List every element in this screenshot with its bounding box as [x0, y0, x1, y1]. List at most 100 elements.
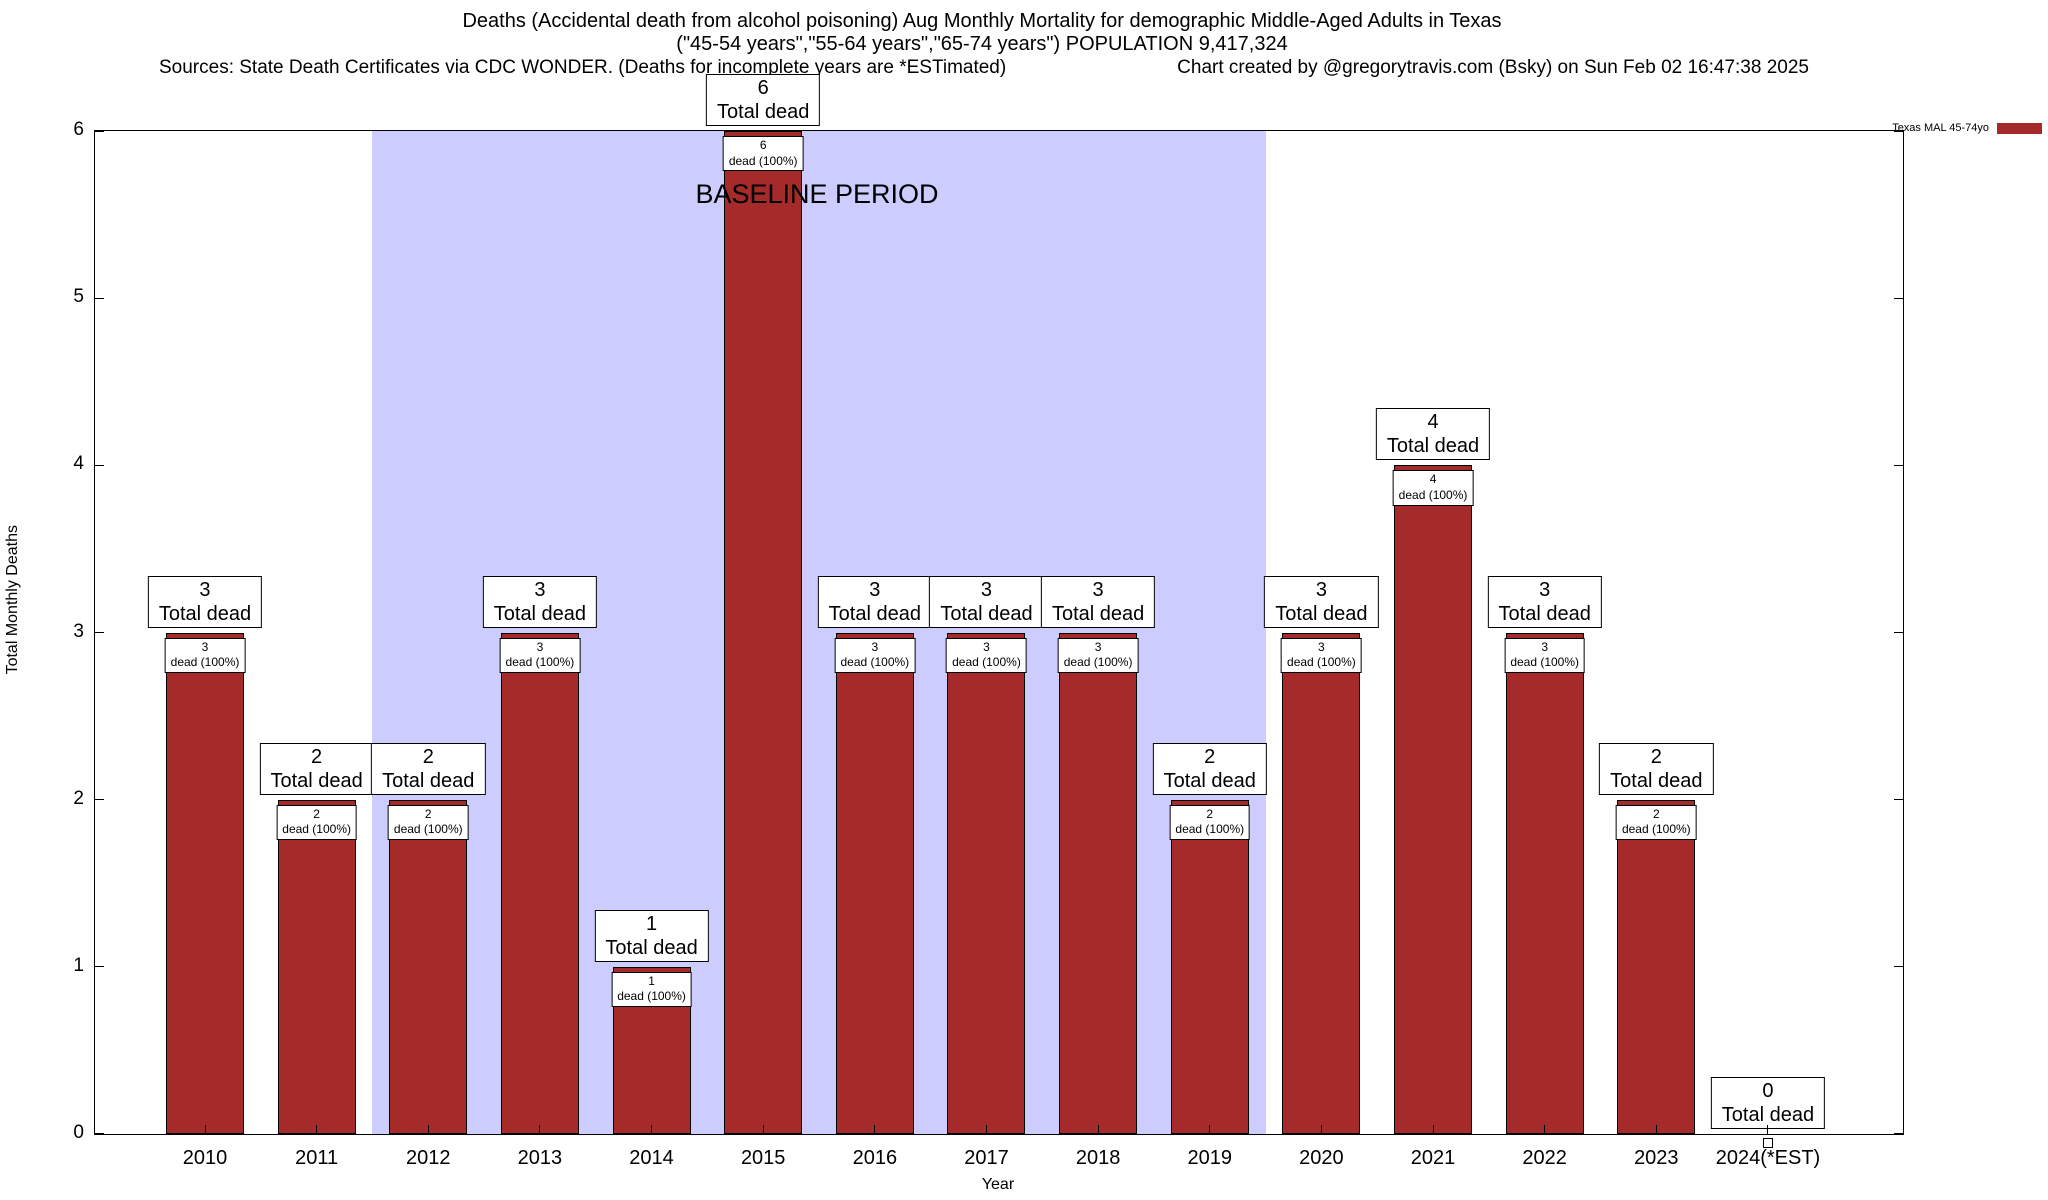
total-dead-value: 2 — [1204, 745, 1216, 768]
x-tick-2023 — [1655, 1125, 1657, 1134]
total-dead-caption: Total dead — [1610, 769, 1703, 792]
total-dead-caption: Total dead — [493, 602, 587, 625]
dead-pct-value: 3 — [983, 639, 990, 654]
bar-2012 — [389, 799, 468, 1134]
total-dead-caption: Total dead — [605, 936, 698, 959]
total-dead-caption: Total dead — [1498, 602, 1591, 625]
total-dead-caption: Total dead — [270, 769, 363, 792]
total-dead-value: 1 — [645, 912, 658, 935]
dead-pct-value: 2 — [313, 806, 320, 821]
total-dead-box-2012: 2 Total dead — [371, 742, 486, 795]
total-dead-value: 3 — [980, 578, 993, 601]
dead-pct-caption: dead (100%) — [282, 822, 351, 837]
dead-pct-value: 6 — [759, 138, 767, 152]
bar-2017 — [947, 632, 1026, 1134]
y-axis-title: Total Monthly Deaths — [4, 525, 21, 675]
x-tick-2022 — [1544, 1125, 1546, 1134]
bar-2020 — [1282, 632, 1361, 1134]
x-tick-label-2024(*EST): 2024(*EST) — [1715, 1147, 1821, 1169]
dead-pct-box-2016: 3 dead (100%) — [834, 637, 916, 673]
dead-pct-caption: dead (100%) — [1510, 655, 1580, 670]
x-tick-2014 — [651, 1125, 653, 1134]
y-tick-label-2: 2 — [73, 787, 84, 809]
dead-pct-value: 3 — [1094, 639, 1102, 654]
y-tick-label-6: 6 — [73, 119, 84, 140]
x-tick-label-2018: 2018 — [1075, 1147, 1121, 1169]
dead-pct-caption: dead (100%) — [952, 655, 1021, 670]
dead-pct-value: 3 — [201, 639, 209, 654]
y-tick-left-0 — [95, 1133, 104, 1134]
y-tick-label-4: 4 — [73, 453, 84, 475]
dead-pct-box-2011: 2 dead (100%) — [276, 804, 357, 840]
dead-pct-box-2010: 3 dead (100%) — [164, 637, 246, 673]
x-tick-label-2023: 2023 — [1634, 1147, 1679, 1169]
dead-pct-value: 4 — [1429, 472, 1437, 487]
y-tick-right-6 — [1894, 131, 1903, 132]
dead-pct-box-2013: 3 dead (100%) — [499, 637, 581, 673]
dead-pct-value: 2 — [424, 806, 432, 821]
total-dead-value: 6 — [757, 77, 769, 99]
total-dead-box-2014: 1 Total dead — [594, 909, 709, 962]
x-tick-label-2015: 2015 — [740, 1147, 786, 1169]
chart-subheader: Sources: State Death Certificates via CD… — [0, 57, 2048, 79]
x-tick-label-2012: 2012 — [406, 1147, 451, 1169]
dead-pct-caption: dead (100%) — [1398, 487, 1468, 502]
dead-pct-caption: dead (100%) — [170, 655, 240, 670]
total-dead-value: 3 — [1539, 578, 1551, 601]
x-tick-2021 — [1432, 1125, 1434, 1134]
total-dead-caption: Total dead — [828, 602, 921, 625]
x-tick-label-2017: 2017 — [964, 1147, 1009, 1169]
credit-note: Chart created by @gregorytravis.com (Bsk… — [1177, 57, 1809, 78]
total-dead-box-2020: 3 Total dead — [1264, 575, 1379, 628]
bar-2019 — [1170, 799, 1249, 1134]
x-tick-label-2019: 2019 — [1187, 1147, 1233, 1169]
dead-pct-caption: dead (100%) — [1287, 655, 1356, 670]
dead-pct-value: 3 — [536, 639, 544, 654]
dead-pct-box-2022: 3 dead (100%) — [1504, 637, 1586, 673]
baseline-period-label: BASELINE PERIOD — [695, 179, 939, 209]
total-dead-box-2010: 3 Total dead — [147, 575, 263, 628]
dead-pct-box-2023: 2 dead (100%) — [1615, 804, 1697, 840]
total-dead-box-2023: 2 Total dead — [1599, 742, 1714, 795]
bar-2018 — [1059, 632, 1138, 1134]
total-dead-value: 2 — [311, 745, 323, 768]
total-dead-caption: Total dead — [1051, 602, 1145, 625]
y-tick-left-1 — [95, 966, 104, 968]
total-dead-value: 3 — [869, 578, 881, 601]
total-dead-value: 2 — [422, 745, 434, 768]
y-tick-right-4 — [1894, 464, 1903, 466]
total-dead-caption: Total dead — [382, 769, 475, 792]
x-tick-2024(*EST) — [1767, 1125, 1769, 1134]
x-tick-label-2022: 2022 — [1522, 1147, 1567, 1169]
x-tick-label-2011: 2011 — [295, 1147, 339, 1169]
total-dead-caption: Total dead — [1163, 769, 1256, 792]
dead-pct-box-2020: 3 dead (100%) — [1281, 637, 1362, 673]
total-dead-box-2024(*EST): 0 Total dead — [1710, 1077, 1826, 1129]
y-tick-left-2 — [95, 799, 104, 801]
total-dead-value: 3 — [199, 578, 211, 601]
legend-series-label: Texas MAL 45-74yo — [1892, 122, 1989, 134]
total-dead-box-2019: 2 Total dead — [1152, 742, 1267, 795]
dead-pct-value: 1 — [648, 973, 655, 988]
total-dead-value: 0 — [1762, 1080, 1774, 1102]
bar-2013 — [500, 632, 579, 1134]
x-tick-label-2013: 2013 — [517, 1147, 563, 1169]
y-tick-label-0: 0 — [73, 1122, 84, 1143]
total-dead-caption: Total dead — [158, 602, 252, 625]
dead-pct-caption: dead (100%) — [728, 153, 798, 168]
dead-pct-box-2017: 3 dead (100%) — [946, 637, 1027, 673]
bar-2021 — [1394, 465, 1473, 1134]
total-dead-box-2021: 4 Total dead — [1375, 408, 1491, 461]
legend-swatch — [1997, 122, 2042, 134]
y-tick-right-0 — [1894, 1133, 1903, 1134]
y-tick-label-1: 1 — [73, 954, 84, 976]
x-tick-2015 — [762, 1125, 764, 1134]
dead-pct-box-2015: 6 dead (100%) — [722, 136, 804, 172]
x-tick-2017 — [985, 1125, 987, 1134]
dead-pct-box-2019: 2 dead (100%) — [1169, 804, 1251, 840]
total-dead-caption: Total dead — [1386, 435, 1480, 458]
y-tick-right-2 — [1894, 799, 1903, 801]
x-tick-2012 — [427, 1125, 429, 1134]
total-dead-value: 3 — [534, 578, 546, 601]
